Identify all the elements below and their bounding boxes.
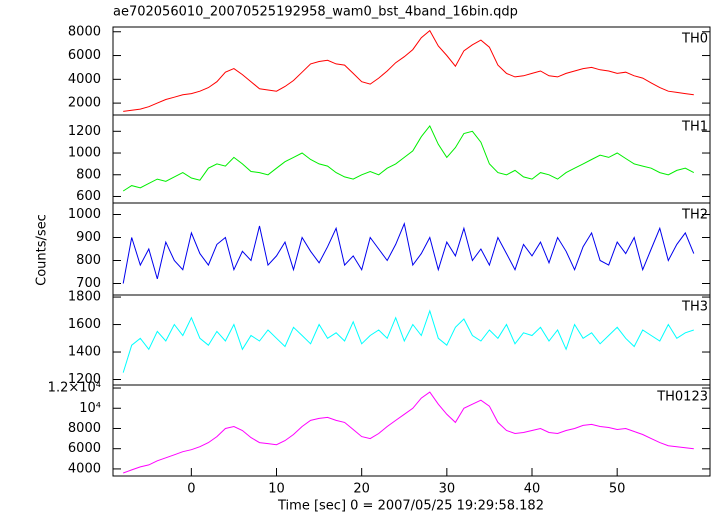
y-tick-label: 1.2×10⁴ — [48, 381, 101, 396]
y-tick-label: 6000 — [68, 441, 101, 456]
x-tick-label: 50 — [609, 482, 626, 497]
light-curve — [122, 124, 695, 192]
panel-label: TH1 — [681, 120, 708, 135]
x-tick-label: 10 — [268, 482, 285, 497]
panel-label: TH2 — [681, 208, 708, 223]
y-tick-label: 700 — [76, 276, 101, 291]
y-tick-label: 1800 — [68, 290, 101, 305]
y-tick-label: 1200 — [68, 372, 101, 387]
x-tick-label: 20 — [353, 482, 370, 497]
y-tick-label: 6000 — [68, 48, 101, 63]
panel-label: TH0123 — [656, 390, 708, 405]
y-tick-label: 8000 — [68, 421, 101, 436]
y-tick-label: 1600 — [68, 317, 101, 332]
x-axis-label: Time [sec] 0 = 2007/05/25 19:29:58.182 — [277, 499, 544, 514]
y-tick-label: 8000 — [68, 24, 101, 39]
panel-label: TH0 — [681, 32, 708, 47]
y-tick-label: 1000 — [68, 146, 101, 161]
panel-frame — [112, 114, 711, 204]
y-tick-label: 600 — [76, 189, 101, 204]
light-curve — [123, 29, 694, 112]
panel-frame — [112, 384, 711, 477]
y-tick-label: 4000 — [68, 72, 101, 87]
light-curve — [122, 222, 695, 284]
panel-label: TH3 — [681, 300, 708, 315]
y-tick-label: 10⁴ — [79, 401, 101, 416]
x-tick-label: 0 — [187, 482, 195, 497]
chart-title: ae702056010_20070525192958_wam0_bst_4ban… — [113, 5, 518, 20]
panel-frame — [112, 202, 711, 296]
y-axis-label: Counts/sec — [35, 214, 50, 286]
y-tick-label: 4000 — [68, 461, 101, 476]
x-tick-label: 30 — [439, 482, 456, 497]
y-tick-label: 1400 — [68, 345, 101, 360]
light-curve — [122, 309, 694, 373]
y-tick-label: 800 — [76, 167, 101, 182]
panel-frame — [112, 26, 711, 116]
light-curve — [123, 391, 694, 474]
y-tick-label: 900 — [76, 230, 101, 245]
x-tick-label: 40 — [524, 482, 541, 497]
y-tick-label: 2000 — [68, 96, 101, 111]
y-tick-label: 1200 — [68, 124, 101, 139]
y-tick-label: 1000 — [68, 207, 101, 222]
y-tick-label: 800 — [76, 253, 101, 268]
